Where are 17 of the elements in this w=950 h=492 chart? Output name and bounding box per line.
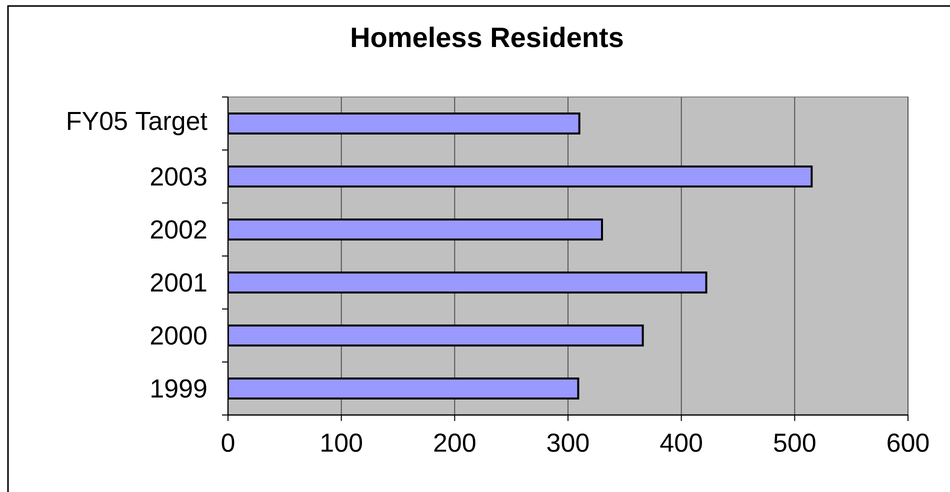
y-tick-label: 2003 xyxy=(150,167,206,186)
x-tick-label: 600 xyxy=(888,434,929,452)
x-tick-label: 100 xyxy=(322,434,362,452)
x-tick-label: 0 xyxy=(222,434,234,452)
bar xyxy=(228,272,708,294)
y-tick-label: 2000 xyxy=(150,326,206,345)
y-tick-label: 1999 xyxy=(152,379,206,398)
bar xyxy=(228,166,813,188)
chart-title: Homeless Residents xyxy=(352,26,623,48)
y-tick-label: FY05 Target xyxy=(68,112,208,136)
y-tick-label: 2001 xyxy=(150,273,206,292)
y-tick-label: 2002 xyxy=(150,220,206,239)
x-tick-label: 200 xyxy=(434,434,476,452)
x-tick-label: 500 xyxy=(774,434,816,452)
bar xyxy=(228,324,644,346)
x-tick-label: 300 xyxy=(547,434,589,452)
x-tick-label: 400 xyxy=(660,434,702,452)
